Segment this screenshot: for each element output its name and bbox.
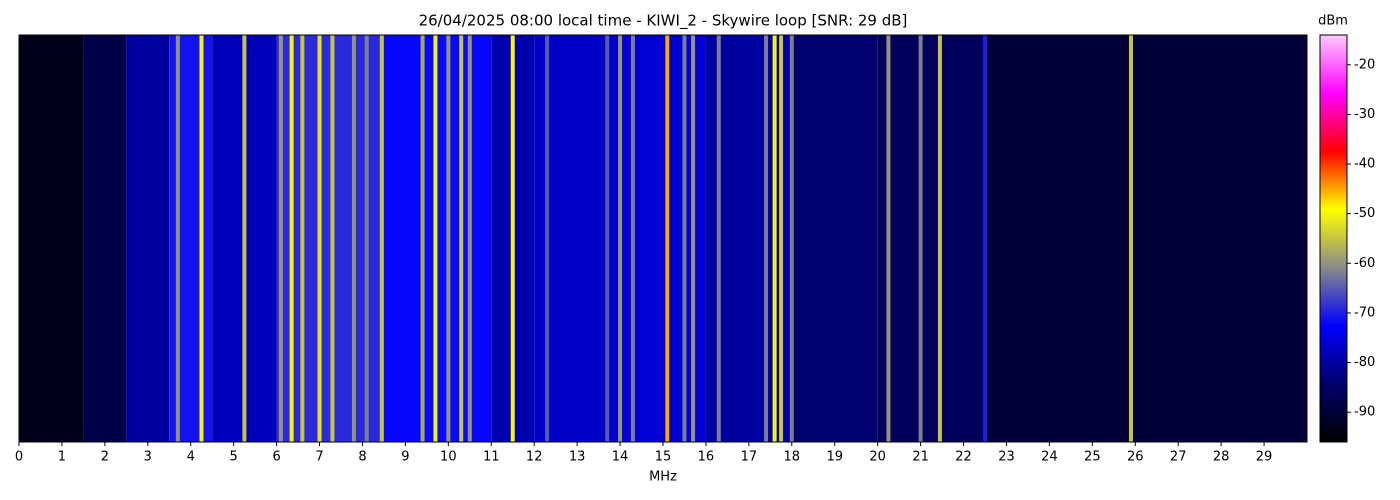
colorbar-label: dBm [1318,14,1348,29]
x-tick-label: 24 [1041,450,1058,465]
x-axis-label: MHz [649,470,677,485]
x-tick-label: 19 [826,450,843,465]
signal [764,35,769,442]
signal [278,35,283,442]
signal [918,35,923,442]
x-tick-label: 11 [483,450,500,465]
x-tick-label: 23 [998,450,1015,465]
x-tick-label: 5 [230,450,238,465]
band [383,35,492,442]
x-tick-label: 2 [101,450,109,465]
signal [716,35,721,442]
signal [330,35,335,442]
x-tick-label: 26 [1127,450,1144,465]
signal [467,35,472,442]
signal [779,35,784,442]
signal [420,35,425,442]
signal [459,35,464,442]
x-tick-label: 21 [912,450,929,465]
x-tick-label: 14 [612,450,629,465]
signal [300,35,305,442]
signal [772,35,777,442]
signal [682,35,687,442]
band [126,35,170,442]
signal [983,35,987,442]
signal [317,35,322,442]
signal [379,35,384,442]
x-tick-label: 0 [15,450,23,465]
band [791,35,878,442]
colorbar [1319,34,1348,443]
band [19,35,84,442]
signal [289,35,294,442]
x-tick-label: 13 [569,450,586,465]
signal [886,35,891,442]
signal [545,35,550,442]
colorbar-tick-label: -90 [1354,405,1375,420]
signal [351,35,356,442]
x-tick-label: 8 [358,450,366,465]
x-tick-label: 22 [955,450,972,465]
x-tick-label: 9 [401,450,409,465]
x-tick-label: 10 [440,450,457,465]
colorbar-tick-label: -70 [1354,305,1375,320]
signal [789,35,794,442]
chart-title: 26/04/2025 08:00 local time - KIWI_2 - S… [419,12,908,31]
signal [691,35,696,442]
signal [605,35,610,442]
signal [665,35,670,442]
colorbar-tick-label: -60 [1354,256,1375,271]
colorbar-tick-label: -50 [1354,206,1375,221]
signal [630,35,635,442]
band [83,35,127,442]
signal [510,35,515,442]
signal [242,35,247,442]
x-tick-label: 4 [187,450,195,465]
x-tick-label: 1 [58,450,66,465]
x-tick-label: 12 [526,450,543,465]
x-tick-label: 16 [698,450,715,465]
x-tick-label: 20 [869,450,886,465]
x-tick-label: 28 [1213,450,1230,465]
colorbar-tick-label: -20 [1354,57,1375,72]
signal [175,35,180,442]
x-tick-label: 15 [655,450,672,465]
band [169,35,213,442]
x-tick-label: 6 [272,450,280,465]
x-tick-label: 25 [1084,450,1101,465]
x-tick-label: 18 [784,450,801,465]
x-tick-label: 29 [1256,450,1273,465]
band [985,35,1307,442]
band [877,35,985,442]
x-tick-label: 7 [315,450,323,465]
signal [199,35,204,442]
colorbar-tick-label: -30 [1354,107,1375,122]
x-tick-label: 3 [144,450,152,465]
x-tick-label: 27 [1170,450,1187,465]
signal [364,35,369,442]
signal [433,35,438,442]
colorbar-tick-label: -80 [1354,355,1375,370]
signal [937,35,942,442]
colorbar-tick-label: -40 [1354,157,1375,172]
signal [1128,35,1133,442]
signal [446,35,451,442]
signal [618,35,623,442]
x-tick-label: 17 [741,450,758,465]
